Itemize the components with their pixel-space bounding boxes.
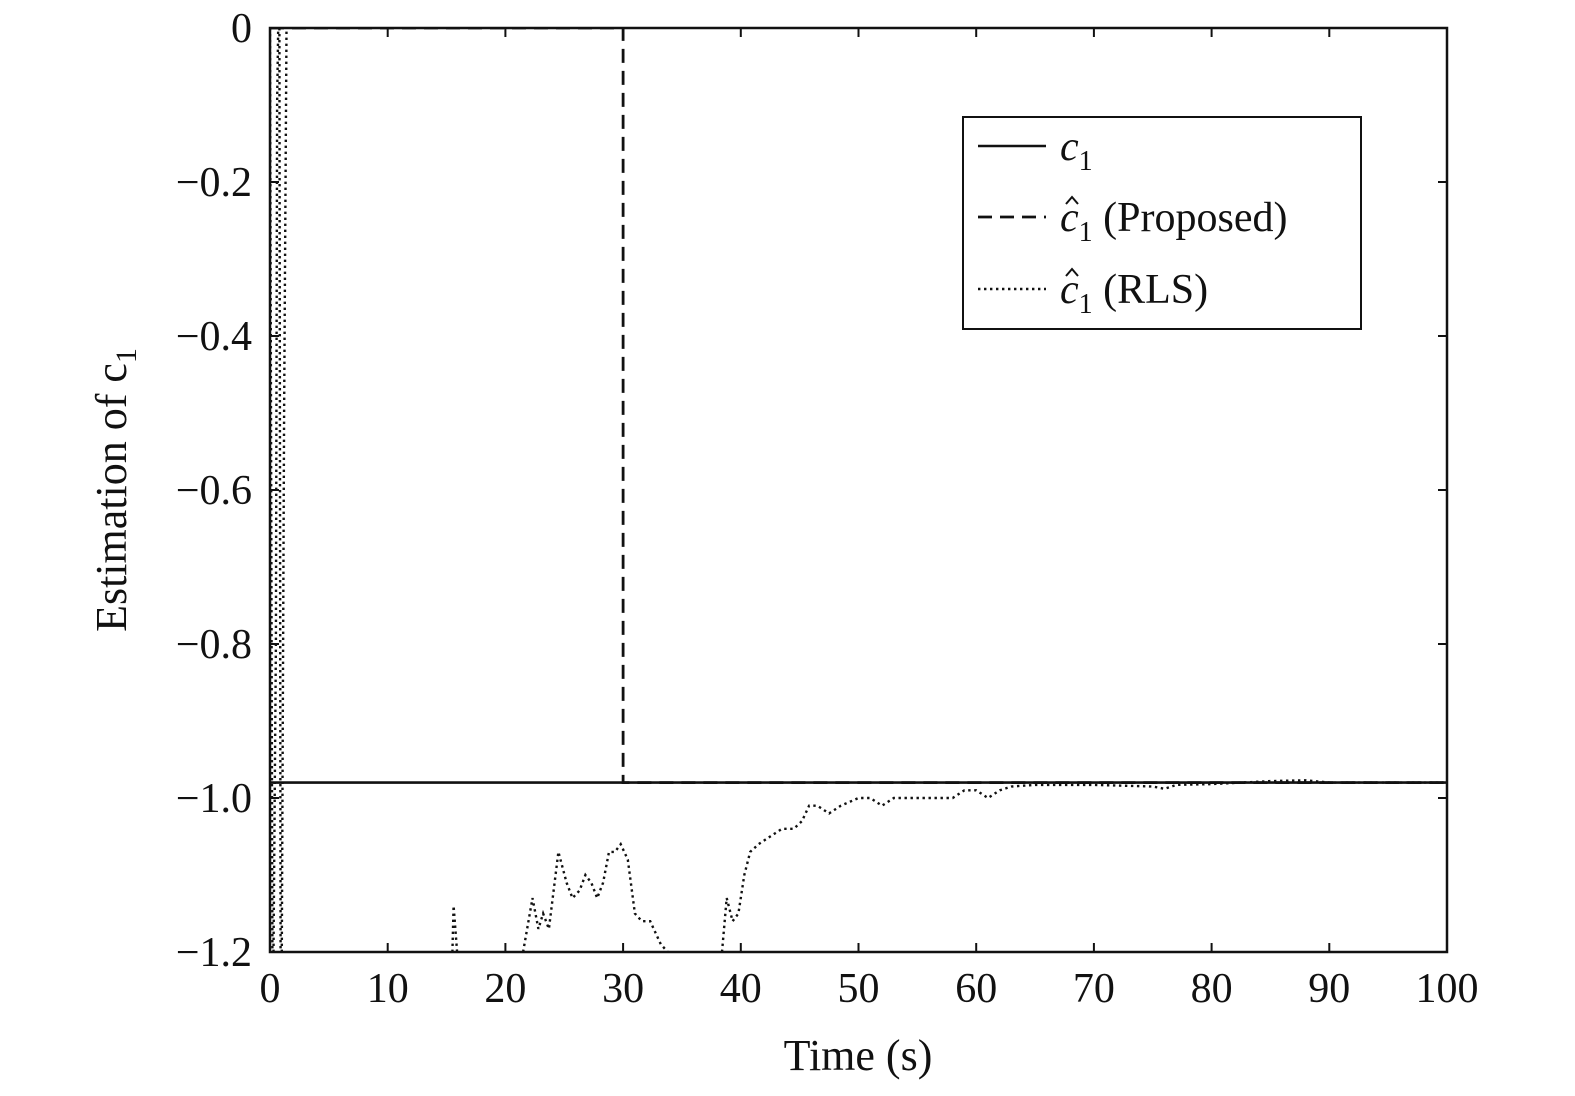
series-2-line-5 bbox=[521, 841, 669, 952]
legend-label-dashed: c1 (Proposed) bbox=[1060, 195, 1287, 248]
legend-label-solid: c1 bbox=[1060, 124, 1093, 177]
y-tick-label: −0.2 bbox=[176, 160, 252, 206]
y-tick-label: −0.4 bbox=[176, 314, 252, 360]
x-tick-label: 10 bbox=[367, 966, 409, 1012]
y-tick-label: −0.6 bbox=[176, 468, 252, 514]
series-2-line-2 bbox=[278, 28, 282, 952]
legend-subscript: 1 bbox=[1079, 146, 1093, 177]
x-tick-label: 90 bbox=[1308, 966, 1350, 1012]
legend-symbol: c bbox=[1060, 195, 1079, 241]
y-tick-label: −1.0 bbox=[176, 776, 252, 822]
x-tick-label: 0 bbox=[260, 966, 281, 1012]
legend-hat-icon bbox=[1065, 267, 1079, 277]
legend-hat-icon bbox=[1065, 195, 1079, 205]
x-tick-label: 40 bbox=[720, 966, 762, 1012]
legend-label-dotted: c1 (RLS) bbox=[1060, 267, 1208, 320]
y-tick-label: 0 bbox=[231, 6, 252, 52]
series-2-line-1 bbox=[272, 28, 280, 952]
legend-suffix: (Proposed) bbox=[1093, 195, 1288, 241]
x-tick-label: 100 bbox=[1416, 966, 1479, 1012]
ticks-layer: 0 10 20 30 40 50 60 70 80 90 100 0 −0.2 −0.4 −0.6 −0.8 −… bbox=[176, 6, 1479, 1012]
series-1-line bbox=[270, 28, 1447, 784]
series-2-line-4 bbox=[451, 905, 459, 952]
x-tick-label: 60 bbox=[955, 966, 997, 1012]
x-tick-label: 50 bbox=[838, 966, 880, 1012]
series-2-line-3 bbox=[280, 28, 288, 952]
x-tick-label: 70 bbox=[1073, 966, 1115, 1012]
y-tick-label: −1.2 bbox=[176, 930, 252, 976]
y-axis-label: Estimation of c1 bbox=[87, 348, 143, 632]
x-tick-label: 80 bbox=[1191, 966, 1233, 1012]
y-axis-label-text: Estimation of c bbox=[87, 363, 136, 632]
x-tick-label: 30 bbox=[602, 966, 644, 1012]
series-2-line-6 bbox=[720, 779, 1447, 952]
legend-symbol: c bbox=[1060, 124, 1079, 170]
x-tick-label: 20 bbox=[484, 966, 526, 1012]
legend-suffix: (RLS) bbox=[1093, 267, 1209, 313]
y-tick-label: −0.8 bbox=[176, 622, 252, 668]
y-axis-label-subscript: 1 bbox=[110, 348, 143, 363]
legend-symbol: c bbox=[1060, 267, 1079, 313]
legend-subscript: 1 bbox=[1079, 217, 1093, 248]
legend-box bbox=[962, 116, 1362, 330]
x-axis-label: Time (s) bbox=[784, 1031, 933, 1080]
legend-subscript: 1 bbox=[1079, 289, 1093, 320]
